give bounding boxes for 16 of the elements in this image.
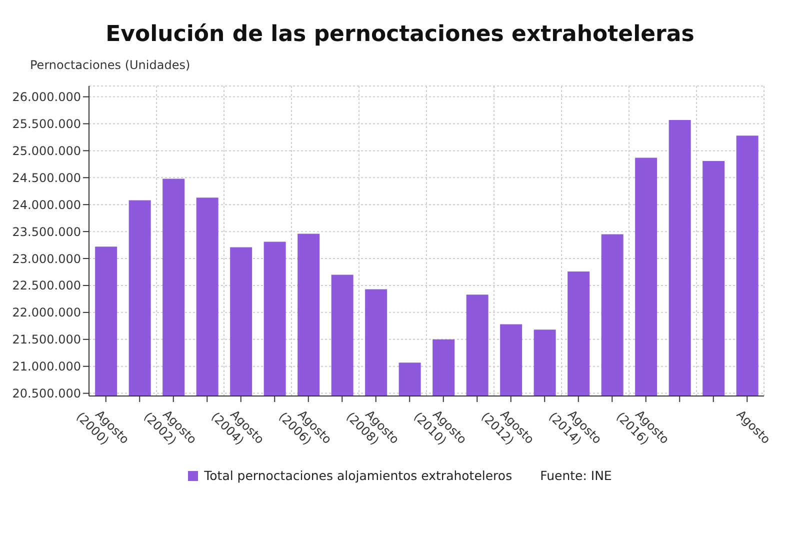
y-tick-label: 20.500.000 [12, 386, 81, 401]
y-tick-label: 22.000.000 [12, 306, 81, 320]
y-tick-label: 23.000.000 [12, 252, 81, 266]
y-tick-label: 26.000.000 [12, 90, 81, 104]
y-tick-label: 24.000.000 [12, 198, 81, 212]
source-note: Fuente: INE [540, 468, 612, 483]
y-tick-label: 25.000.000 [12, 144, 81, 158]
y-tick-label: 23.500.000 [12, 224, 81, 239]
y-axis-title: Pernoctaciones (Unidades) [30, 58, 192, 74]
y-tick-label: 21.000.000 [12, 360, 81, 374]
y-tick-label: 21.500.000 [12, 332, 81, 347]
y-tick-label: 25.500.000 [12, 117, 81, 131]
legend-label: Total pernoctaciones alojamientos extrahoteleros [204, 468, 512, 483]
chart-title: Evolución de las pernoctaciones extrahoteleras [104, 21, 696, 49]
y-tick-label: 22.500.000 [12, 278, 81, 293]
y-tick-label: 24.500.000 [12, 170, 81, 185]
